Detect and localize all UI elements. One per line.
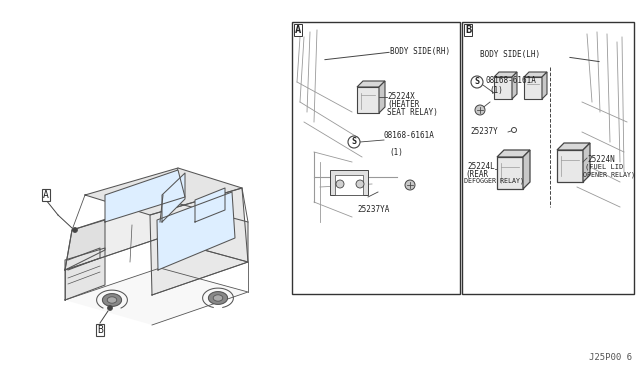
Bar xyxy=(335,175,363,195)
Text: (HEATER: (HEATER xyxy=(387,100,419,109)
Bar xyxy=(462,22,634,294)
Polygon shape xyxy=(150,188,248,295)
Polygon shape xyxy=(102,294,122,307)
Polygon shape xyxy=(65,200,165,270)
Polygon shape xyxy=(209,292,228,304)
Polygon shape xyxy=(162,173,185,222)
Text: BODY SIDE(RH): BODY SIDE(RH) xyxy=(390,47,450,56)
Polygon shape xyxy=(209,292,228,304)
Text: J25P00 6: J25P00 6 xyxy=(589,353,632,362)
Circle shape xyxy=(108,305,113,311)
Text: 08168-6161A: 08168-6161A xyxy=(485,76,536,85)
Polygon shape xyxy=(68,248,100,270)
Polygon shape xyxy=(65,248,105,300)
Text: 25237YA: 25237YA xyxy=(357,205,389,214)
Circle shape xyxy=(405,180,415,190)
Polygon shape xyxy=(160,200,248,262)
Circle shape xyxy=(471,76,483,88)
Polygon shape xyxy=(524,72,547,77)
Text: 25224X: 25224X xyxy=(387,92,415,101)
Polygon shape xyxy=(65,268,248,325)
Circle shape xyxy=(511,128,516,132)
Polygon shape xyxy=(512,72,517,99)
Circle shape xyxy=(336,180,344,188)
Text: BODY SIDE(LH): BODY SIDE(LH) xyxy=(480,50,540,59)
Polygon shape xyxy=(497,150,530,157)
Polygon shape xyxy=(497,157,523,189)
Polygon shape xyxy=(542,72,547,99)
Bar xyxy=(330,170,368,195)
Text: S: S xyxy=(474,77,479,87)
Polygon shape xyxy=(583,143,590,182)
Polygon shape xyxy=(357,81,385,87)
Circle shape xyxy=(356,180,364,188)
Text: 08168-6161A: 08168-6161A xyxy=(384,131,435,140)
Circle shape xyxy=(348,136,360,148)
Text: A: A xyxy=(43,190,49,200)
Text: (FUEL LID: (FUEL LID xyxy=(585,164,623,170)
Text: B: B xyxy=(97,325,103,335)
Polygon shape xyxy=(213,295,223,301)
Text: (1): (1) xyxy=(389,148,403,157)
Polygon shape xyxy=(195,188,225,222)
Text: 25224L: 25224L xyxy=(467,162,495,171)
Polygon shape xyxy=(357,87,379,113)
Text: S: S xyxy=(351,138,356,147)
Polygon shape xyxy=(379,81,385,113)
Polygon shape xyxy=(494,77,512,99)
Polygon shape xyxy=(157,192,235,270)
Text: SEAT RELAY): SEAT RELAY) xyxy=(387,108,438,117)
Text: 25224N: 25224N xyxy=(587,155,615,164)
Text: DEFOGGER RELAY): DEFOGGER RELAY) xyxy=(464,178,524,185)
Text: A: A xyxy=(295,25,301,35)
Text: OPENER RELAY): OPENER RELAY) xyxy=(583,172,635,179)
Polygon shape xyxy=(108,297,116,303)
Polygon shape xyxy=(523,150,530,189)
Text: (1): (1) xyxy=(489,86,503,95)
Polygon shape xyxy=(105,170,185,222)
Circle shape xyxy=(72,228,77,232)
Text: (REAR: (REAR xyxy=(465,170,488,179)
Polygon shape xyxy=(524,77,542,99)
Polygon shape xyxy=(102,294,122,307)
Text: 25237Y: 25237Y xyxy=(470,127,498,136)
Polygon shape xyxy=(557,143,590,150)
Circle shape xyxy=(475,105,485,115)
Text: B: B xyxy=(465,25,471,35)
Polygon shape xyxy=(494,72,517,77)
Polygon shape xyxy=(557,150,583,182)
Polygon shape xyxy=(65,220,105,270)
Polygon shape xyxy=(85,168,242,215)
Bar xyxy=(292,22,460,294)
